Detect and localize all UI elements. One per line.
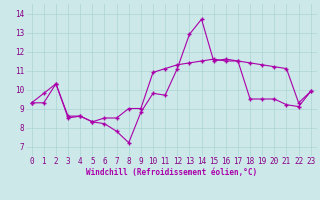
- X-axis label: Windchill (Refroidissement éolien,°C): Windchill (Refroidissement éolien,°C): [86, 168, 257, 177]
